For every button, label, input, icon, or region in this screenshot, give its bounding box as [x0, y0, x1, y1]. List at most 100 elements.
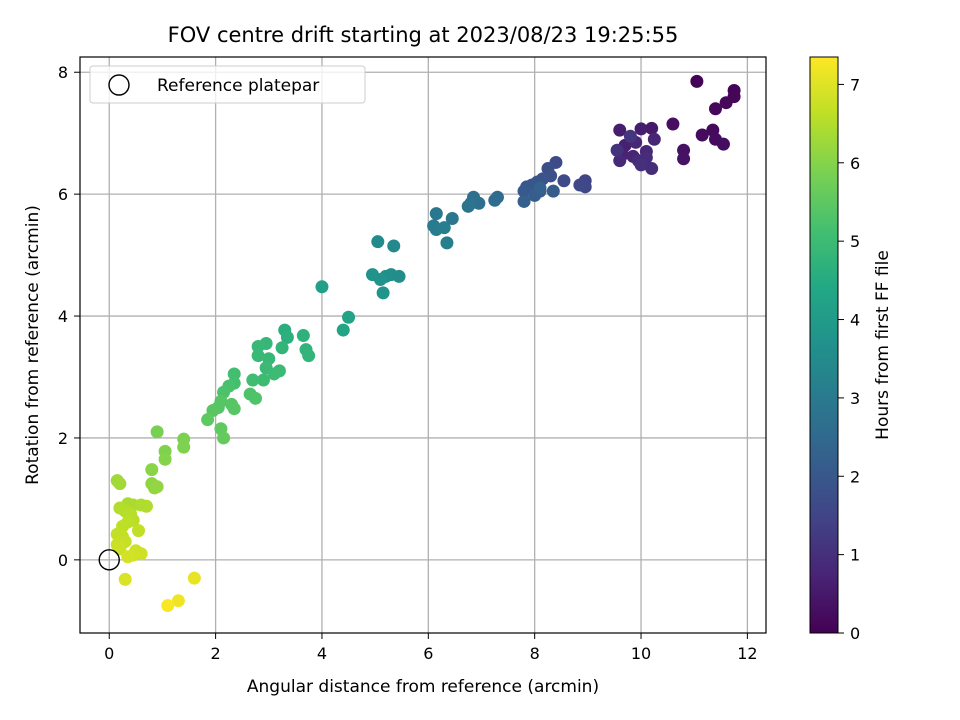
data-point — [645, 121, 659, 135]
data-point — [248, 391, 262, 405]
data-point — [251, 349, 265, 363]
data-point — [517, 194, 531, 208]
data-point — [336, 323, 350, 337]
data-point — [387, 239, 401, 253]
data-point — [376, 286, 390, 300]
data-point — [613, 154, 627, 168]
data-point — [445, 212, 459, 226]
x-axis-title: Angular distance from reference (arcmin) — [247, 677, 599, 697]
y-tick-label: 8 — [58, 63, 68, 82]
data-point — [645, 162, 659, 176]
colorbar-tick-label: 0 — [850, 624, 860, 643]
colorbar-tick-label: 2 — [850, 467, 860, 486]
x-tick-label: 0 — [104, 644, 114, 663]
data-point — [719, 96, 733, 110]
data-point — [201, 413, 215, 427]
data-point — [677, 152, 691, 166]
data-point — [227, 402, 241, 416]
colorbar-tick-label: 3 — [850, 389, 860, 408]
data-point — [517, 184, 531, 198]
data-point — [533, 181, 547, 195]
data-point — [161, 599, 175, 613]
legend-box — [89, 65, 366, 104]
x-axis-ticks: 0 2 4 6 8 10 12 — [104, 633, 758, 663]
data-point — [613, 123, 627, 137]
x-tick-label: 6 — [423, 644, 433, 663]
x-tick-label: 4 — [317, 644, 327, 663]
data-point — [227, 367, 241, 381]
data-point — [145, 463, 159, 477]
data-point — [139, 499, 153, 513]
data-point — [610, 143, 624, 157]
data-point — [365, 268, 379, 282]
data-point — [177, 440, 191, 454]
x-tick-label: 10 — [631, 644, 651, 663]
data-point — [647, 132, 661, 146]
data-point — [256, 373, 270, 387]
legend-marker-reference — [108, 74, 130, 96]
colorbar-tick-label: 5 — [850, 232, 860, 251]
data-point — [315, 280, 329, 294]
data-point — [634, 122, 648, 136]
colorbar-tick-label: 6 — [850, 154, 860, 173]
data-point — [118, 572, 132, 586]
data-point — [690, 74, 704, 88]
colorbar: 0 1 2 3 4 5 6 7 Hours from first FF file — [809, 56, 893, 643]
data-point — [131, 524, 145, 538]
colorbar-tick-label: 4 — [850, 311, 860, 330]
legend-label-reference: Reference platepar — [157, 76, 319, 96]
data-point — [437, 221, 451, 235]
colorbar-tick-label: 7 — [850, 75, 860, 94]
data-point — [246, 373, 260, 387]
data-point — [150, 425, 164, 439]
data-point — [217, 431, 231, 445]
data-point — [187, 571, 201, 585]
data-point — [121, 550, 135, 564]
data-point — [251, 340, 265, 354]
y-tick-label: 6 — [58, 185, 68, 204]
y-axis-title: Rotation from reference (arcmin) — [23, 205, 43, 485]
data-point — [573, 178, 587, 192]
data-point — [634, 158, 648, 172]
data-point — [275, 341, 289, 355]
data-point — [342, 310, 356, 324]
data-point — [150, 480, 164, 494]
y-axis-ticks: 0 2 4 6 8 — [58, 63, 80, 570]
x-tick-label: 2 — [211, 644, 221, 663]
y-tick-label: 2 — [58, 429, 68, 448]
data-point — [296, 329, 310, 343]
colorbar-title: Hours from first FF file — [873, 250, 893, 440]
data-point — [158, 452, 172, 466]
x-tick-label: 8 — [530, 644, 540, 663]
colorbar-tick-label: 1 — [850, 546, 860, 565]
data-point — [695, 128, 709, 142]
data-points — [98, 74, 741, 613]
plot-frame — [79, 56, 767, 634]
data-point — [280, 330, 294, 344]
grid-lines — [80, 57, 766, 633]
data-point — [113, 477, 127, 491]
data-point — [557, 174, 571, 188]
data-point — [488, 193, 502, 207]
x-tick-label: 12 — [737, 644, 757, 663]
data-point — [302, 349, 316, 363]
data-point — [666, 117, 680, 131]
data-point — [623, 129, 637, 143]
reference-point-marker — [98, 549, 120, 571]
colorbar-gradient — [809, 56, 839, 634]
data-point — [461, 199, 475, 213]
colorbar-ticks: 0 1 2 3 4 5 6 7 — [838, 75, 860, 643]
data-point — [440, 236, 454, 250]
data-point — [716, 137, 730, 151]
data-point — [267, 367, 281, 381]
y-tick-label: 0 — [58, 551, 68, 570]
data-point — [546, 184, 560, 198]
y-tick-label: 4 — [58, 307, 68, 326]
data-point — [171, 594, 185, 608]
data-point — [429, 207, 443, 221]
data-point — [708, 102, 722, 116]
data-point — [214, 394, 228, 408]
chart-title: FOV centre drift starting at 2023/08/23 … — [168, 23, 679, 47]
legend: Reference platepar — [89, 65, 366, 104]
